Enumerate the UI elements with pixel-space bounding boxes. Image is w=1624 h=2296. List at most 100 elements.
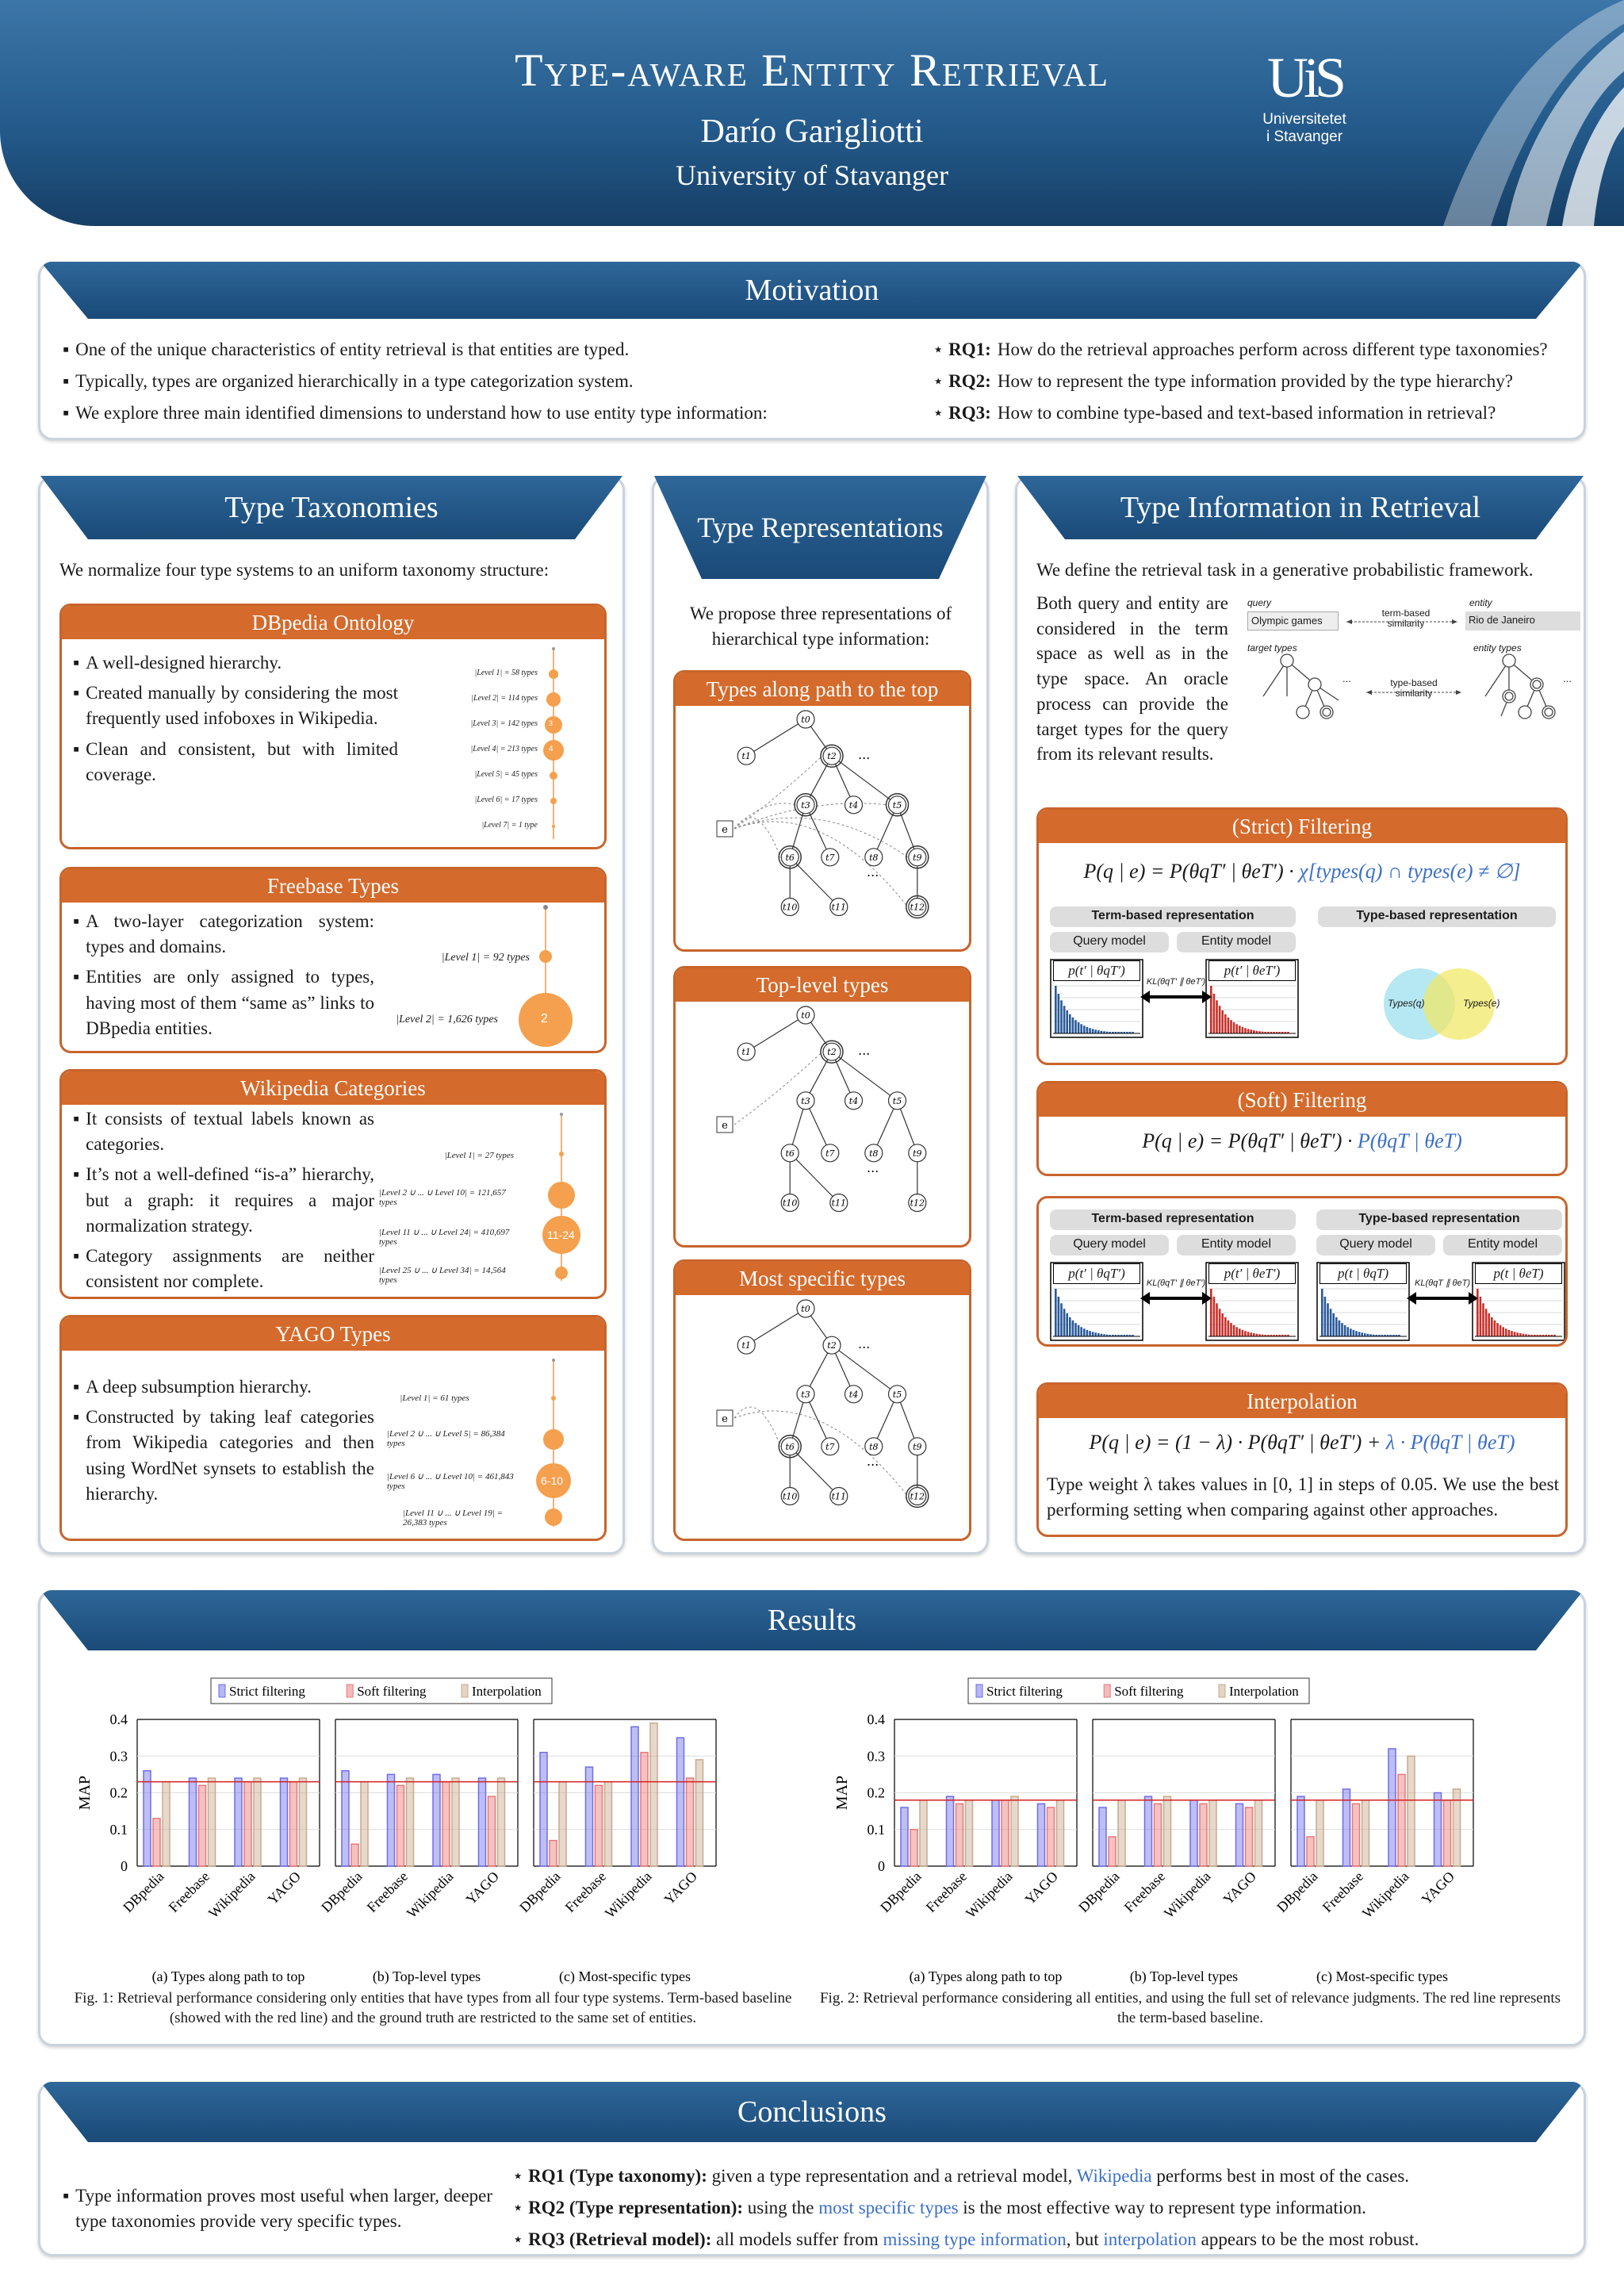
entity-model-label: Entity model (1177, 1235, 1296, 1255)
distribution-bar (1103, 1334, 1105, 1336)
distribution-bar (1069, 1014, 1071, 1033)
legend-label: Interpolation (1229, 1684, 1299, 1699)
distribution-bar (1128, 1032, 1132, 1033)
tree-edge (873, 804, 898, 858)
tree-node (908, 848, 927, 867)
distribution-bar (1536, 1335, 1539, 1336)
distribution-bar (1358, 1332, 1361, 1336)
bar (152, 1818, 161, 1867)
list-item: ▪ A two-layer categorization system: type… (73, 911, 374, 957)
bar (1254, 1800, 1263, 1867)
distribution-bar (1253, 1333, 1255, 1336)
query-label: query (1247, 597, 1272, 608)
x-tick-label: DBpedia (1075, 1869, 1122, 1915)
type-tree-diagram: t0 t1 t2 t3 t4 t5 t6 t7 t8 t9 t10 t11 t12 e...... (676, 1002, 969, 1240)
tree-node (908, 1193, 927, 1213)
entity-type-link (733, 1410, 909, 1497)
legend-swatch (346, 1684, 354, 1698)
distribution-bar (1395, 1335, 1398, 1336)
yago-box: YAGO Types ▪ A deep subsumption hierarchy… (59, 1315, 607, 1541)
tree-node (864, 1144, 883, 1163)
distribution-bar (1264, 1032, 1266, 1033)
distribution-bar (1381, 1335, 1384, 1336)
tree-node (822, 1336, 841, 1355)
tree-node-label: t12 (910, 903, 925, 913)
distribution-bar (1527, 1334, 1530, 1336)
bar (685, 1777, 695, 1867)
distribution-bar (1513, 1332, 1516, 1336)
tree-node (864, 848, 883, 867)
distribution-bar (1534, 1335, 1536, 1336)
rq2-item: ⋆ RQ2: How to represent the type informat… (933, 371, 1514, 392)
distribution-bar (1545, 1335, 1547, 1336)
query-distribution: p(t′ | θqT′) (1050, 1262, 1143, 1344)
distribution-bar (1275, 1335, 1278, 1336)
bar (487, 1796, 496, 1867)
distribution-bar (1083, 1025, 1086, 1033)
bar (442, 1780, 450, 1867)
bar (477, 1777, 487, 1867)
tree-node-label: t10 (783, 1198, 797, 1209)
motivation-title: Motivation (40, 262, 1584, 319)
distribution-bar (1502, 1327, 1504, 1336)
distribution-bar (1250, 1029, 1252, 1033)
entity-type-link (733, 803, 888, 830)
taxonomies-intro: We normalize four type systems to an uni… (59, 560, 550, 580)
soft-models-box: Term-based representation Type-based rep… (1036, 1196, 1568, 1347)
bar (1452, 1788, 1461, 1867)
distribution-bar (1258, 1334, 1261, 1336)
level-label: |Level 7| = 1 type (481, 821, 538, 830)
level-label: |Level 1| = 61 types (400, 1393, 469, 1403)
tree-edge (789, 1152, 840, 1203)
distribution-bar (1086, 1026, 1089, 1033)
x-tick-label: Freebase (923, 1869, 970, 1915)
tree-node (780, 1486, 799, 1506)
conclusions-title: Conclusions (40, 2082, 1584, 2142)
tree-node-label: t9 (913, 1148, 921, 1159)
tree-node-highlight (906, 845, 929, 869)
distribution-bar (1212, 1296, 1216, 1336)
list-item: ▪ We explore three main identified dimens… (63, 403, 768, 424)
entity-node-label: e (722, 1120, 728, 1132)
bar (432, 1773, 441, 1867)
distribution-bar (1120, 1335, 1123, 1336)
venn-types-q: Types(q) (1388, 998, 1425, 1009)
bar (676, 1737, 685, 1867)
legend-label: Soft filtering (1114, 1684, 1184, 1699)
bar (253, 1777, 262, 1867)
dbpedia-title: DBpedia Ontology (62, 606, 604, 639)
distribution-bar (1235, 1024, 1238, 1033)
tree-node-label: t2 (827, 1047, 836, 1057)
distribution-bar (1352, 1329, 1355, 1336)
tree-node (796, 710, 815, 729)
tree-edge (831, 755, 898, 806)
tree-node (887, 795, 907, 815)
bar (162, 1780, 170, 1867)
interp-formula: P(q | e) = (1 − λ) · P(θqT′ | θeT′) + λ … (1089, 1431, 1515, 1454)
distribution-bar (1519, 1333, 1522, 1336)
query-model-label: Query model (1050, 932, 1169, 953)
level-label: |Level 2 ∪ ... ∪ Level 5| = 86,384 types (387, 1429, 505, 1448)
distribution-bar (1355, 1331, 1358, 1336)
tree-edge (896, 804, 918, 858)
distribution-bar (1341, 1323, 1343, 1336)
distribution-bar (1230, 1020, 1232, 1033)
distribution-bar (1488, 1313, 1490, 1336)
x-tick-label: YAGO (661, 1869, 701, 1908)
list-item: ▪ Created manually by considering the mos… (73, 683, 398, 729)
yago-title: YAGO Types (62, 1317, 604, 1351)
distribution-bar (1071, 1017, 1074, 1033)
bar (991, 1800, 1000, 1867)
distribution-label: p(t | θqT) (1320, 1263, 1407, 1284)
list-item: ▪ Typically, types are organized hierarch… (63, 371, 634, 392)
list-item: ▪ Clean and consistent, but with limited … (73, 738, 398, 784)
path-to-top-title: Types along path to the top (676, 673, 969, 706)
distribution-bar (1212, 993, 1216, 1033)
distribution-bar (1499, 1324, 1502, 1336)
distribution-bar (1120, 1032, 1123, 1033)
entity-types-label: entity types (1473, 642, 1522, 654)
tree-node (844, 1091, 864, 1110)
x-tick-label: Wikipedia (602, 1869, 655, 1922)
y-tick-label: 0 (121, 1858, 128, 1874)
tree-node-label: t6 (785, 853, 794, 863)
